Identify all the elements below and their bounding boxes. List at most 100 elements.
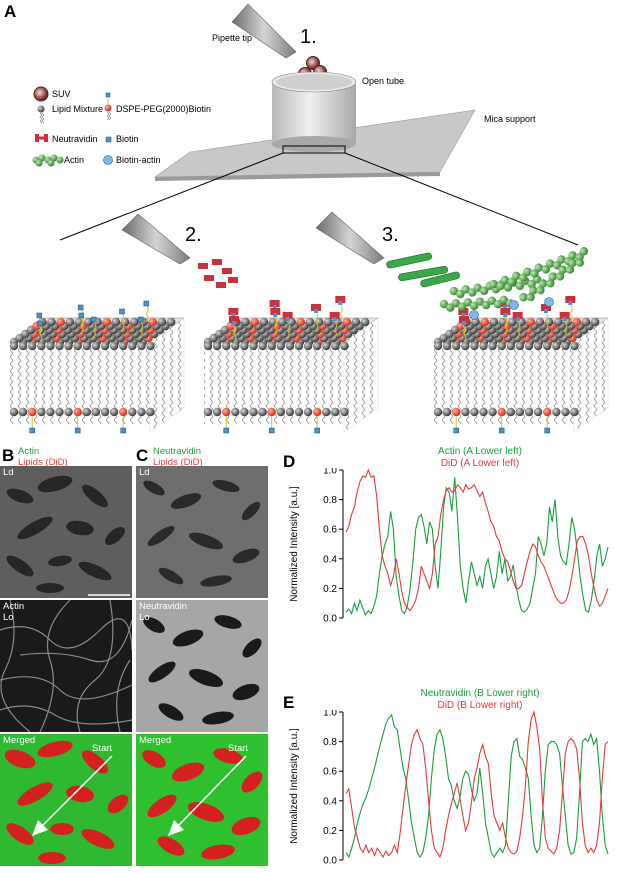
panel-c-header-lipids: Lipids (DiD) [153, 457, 203, 468]
peg-head [148, 317, 157, 327]
lipid-head [524, 407, 534, 417]
neutravidin-marker [329, 312, 340, 319]
panel-c-neutravidin-label: Neutravidin [139, 601, 188, 612]
lipid-head [340, 407, 349, 417]
chart-e-ytick-label: 0.0 [323, 856, 337, 867]
lipid-head [497, 341, 506, 351]
lipid-head [267, 341, 276, 351]
lipid-head [9, 341, 19, 351]
lipid-head [222, 341, 231, 351]
chart-e-ytick-label: 0.6 [323, 767, 337, 778]
biotin-marker [268, 427, 275, 434]
panel-b-ld-label: Ld [3, 467, 14, 478]
biotin-marker [37, 320, 43, 327]
chart-e-series-did-label: DiD (B Lower right) [437, 700, 523, 711]
biotin-marker [285, 317, 290, 321]
peg-head [572, 317, 581, 327]
lipid-head [461, 341, 470, 351]
lipid-head [84, 317, 93, 327]
neutravidin-marker [541, 304, 551, 311]
chart-e-series-neutravidin-label: Neutravidin (B Lower right) [420, 688, 540, 699]
lipid-head [231, 341, 240, 351]
biotin-marker [314, 427, 320, 434]
actin-filament [489, 247, 589, 290]
panel-b-header-lipids: Lipids (DiD) [18, 457, 68, 468]
lipid-head [276, 407, 285, 417]
lipid-head [137, 407, 146, 417]
peg-head [119, 407, 128, 417]
biotin-marker [120, 427, 126, 434]
chart-d-ylabel: Normalized Intensity [a.u.] [289, 486, 300, 602]
lipid-head [506, 341, 515, 351]
lipid-head [561, 407, 570, 417]
lipid-head [552, 407, 561, 417]
lipid-head [488, 407, 497, 417]
lipid-head [305, 317, 315, 327]
lipid-head [313, 341, 322, 351]
lipid-head [535, 317, 545, 327]
biotin-marker [314, 309, 318, 313]
lipid-head [65, 317, 75, 327]
lipid-head [324, 317, 333, 327]
panel-b-start-label: Start [92, 743, 113, 754]
panel-c-label: C [136, 446, 149, 465]
biotin-marker [332, 317, 337, 321]
mica-support-label: Mica support [484, 114, 536, 124]
lipid-head [351, 317, 361, 327]
lipid-head [488, 341, 497, 351]
lipid-head [442, 341, 452, 351]
lipid-head [249, 341, 258, 351]
panel-b-header: Actin Lipids (DiD) [18, 446, 68, 468]
chart-e: 0.0 0.2 0.4 0.6 0.8 1.0 Normalized Intensity [… [289, 710, 609, 867]
lipid-head [91, 341, 101, 351]
panel-b-header-actin: Actin [18, 446, 40, 457]
lipid-head [515, 341, 525, 351]
lipid-head [146, 407, 155, 417]
lipid-head [524, 341, 534, 351]
panel-c-neutravidin-image: Neutravidin Lo [136, 600, 268, 732]
lipid-head [533, 407, 543, 417]
lipid-head [543, 341, 552, 351]
legend-neutravidin: Neutravidin [52, 134, 98, 144]
chart-d-series-did-label: DiD (A Lower left) [440, 458, 520, 469]
chart-e-ytick-label: 1.0 [323, 710, 337, 719]
lipid-head [259, 317, 269, 327]
chart-e-ytick-label: 0.4 [323, 796, 337, 807]
peg-head [452, 407, 461, 417]
panel-c-header-neutravidin: Neutravidin [153, 446, 202, 457]
biotin-actin [469, 310, 479, 320]
biotin-marker [231, 313, 236, 317]
lipid-head [82, 407, 92, 417]
panel-b-actin-image: Actin Lo [0, 600, 132, 732]
biotin-marker [338, 301, 343, 305]
biotin-marker [544, 427, 550, 434]
chart-d-ytick-label: 0.4 [323, 554, 337, 565]
chart-d-ytick-label: 0.8 [323, 495, 337, 506]
lipid-head [18, 341, 28, 351]
biotin-marker [143, 300, 150, 307]
biotin-marker [272, 305, 277, 309]
lipid-head [37, 341, 46, 351]
lipid-head [294, 407, 304, 417]
lipid-head [128, 341, 137, 351]
biotin-marker [29, 427, 35, 434]
peg-head [313, 407, 322, 417]
lipid-head [561, 341, 570, 351]
peg-head [526, 317, 535, 327]
step-1-label: 1. [300, 26, 317, 48]
lipid-head [128, 407, 137, 417]
neutravidin-marker [512, 312, 523, 319]
legend-actin: Actin [64, 155, 85, 165]
lipid-head [55, 407, 64, 417]
panel-b-actin-label: Actin [3, 601, 25, 612]
bilayer-block-1 [9, 300, 185, 434]
neutravidin-marker [269, 300, 280, 307]
biotin-marker [515, 317, 520, 321]
neutravidin-marker [459, 316, 469, 323]
chart-d-ytick-label: 0.0 [323, 614, 337, 625]
biotin-marker [453, 427, 459, 434]
chart-e-legend: Neutravidin (B Lower right) DiD (B Lower… [360, 688, 600, 712]
neutravidin-marker [565, 296, 576, 303]
neutravidin-marker [559, 312, 570, 319]
lipid-head [489, 317, 499, 327]
